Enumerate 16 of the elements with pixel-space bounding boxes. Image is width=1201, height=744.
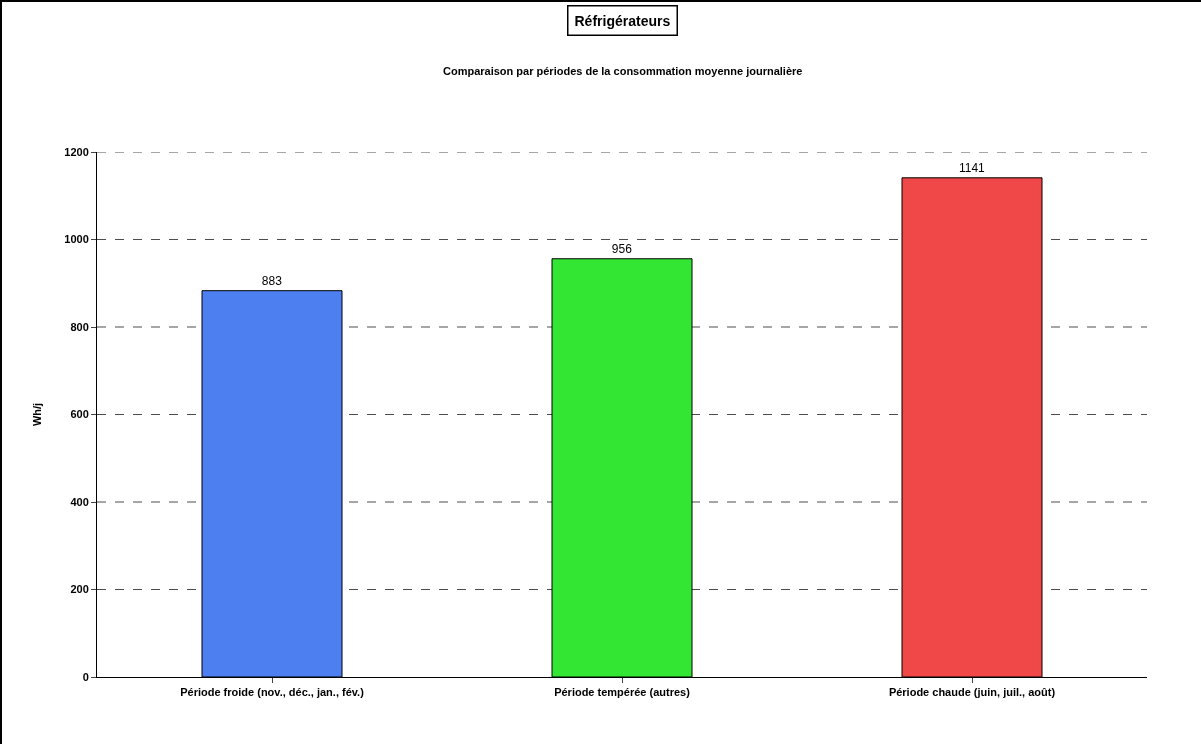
- chart-subtitle: Comparaison par périodes de la consommation moyenne journalière: [443, 65, 803, 77]
- y-axis-title: Wh/j: [30, 402, 43, 427]
- y-tick-label: 0: [82, 670, 89, 683]
- y-tick-label: 600: [70, 408, 89, 421]
- data-label: 956: [611, 241, 633, 256]
- y-tick-label: 800: [70, 320, 89, 333]
- data-label: 1141: [958, 160, 986, 175]
- x-tick-label: Période chaude (juin, juil., août): [888, 686, 1056, 699]
- x-tick-label: Période froide (nov., déc., jan., fév.): [180, 686, 365, 699]
- data-label: 883: [261, 273, 283, 288]
- y-tick-label: 200: [70, 583, 89, 596]
- x-tick-label: Période tempérée (autres): [554, 686, 691, 699]
- y-tick-label: 1200: [64, 145, 89, 158]
- y-tick-label: 1000: [64, 233, 89, 246]
- y-tick-label: 400: [70, 495, 89, 508]
- chart-title: Réfrigérateurs: [574, 12, 671, 29]
